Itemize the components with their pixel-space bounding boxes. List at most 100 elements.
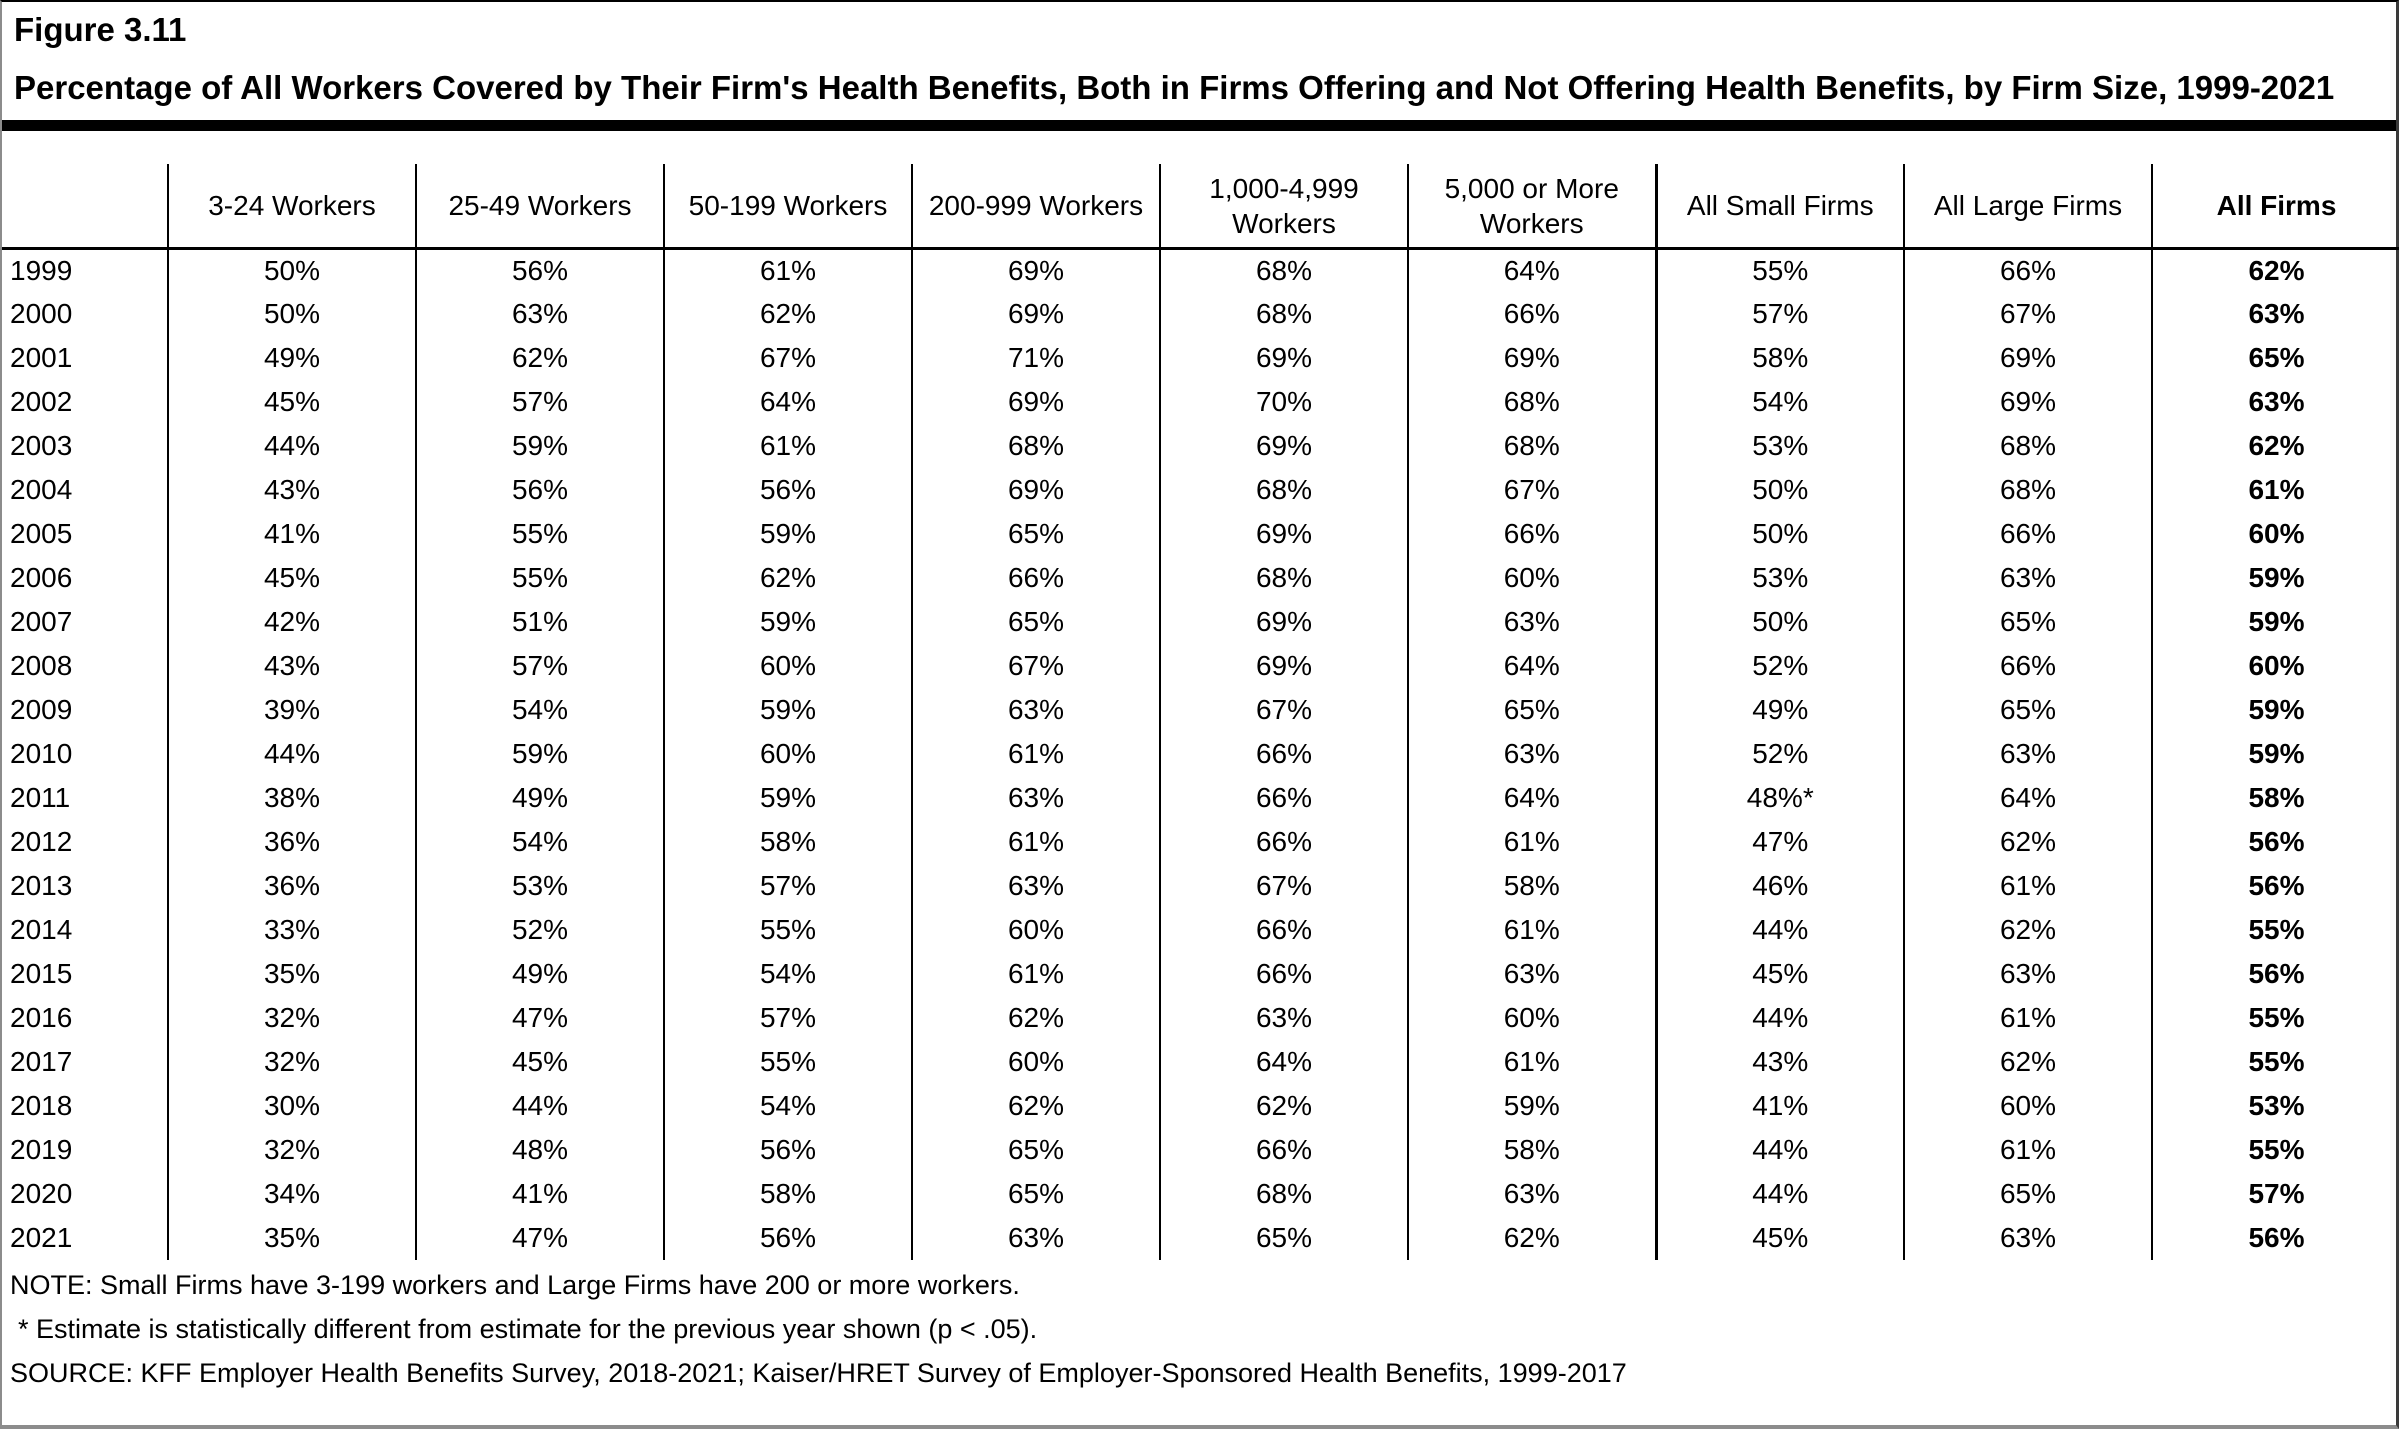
table-row: 2012 36% 54% 58% 61% 66% 61% 47% 62% 56%	[2, 820, 2399, 865]
year-cell: 2021	[10, 1222, 73, 1254]
value-cell: 68%	[1407, 380, 1656, 425]
value-cell: 53%	[415, 864, 664, 909]
value-cell: 54%	[415, 820, 664, 865]
value-cell: 65%	[911, 1172, 1160, 1217]
value-cell: 66%	[1903, 644, 2152, 689]
value-cell: 39%	[167, 688, 416, 733]
value-cell: 68%	[1903, 468, 2152, 513]
table-row: 2016 32% 47% 57% 62% 63% 60% 44% 61% 55%	[2, 996, 2399, 1041]
year-cell: 2012	[10, 826, 73, 858]
value-cell: 45%	[415, 1040, 664, 1085]
value-cell: 44%	[1654, 1172, 1904, 1217]
value-cell: 66%	[1159, 776, 1408, 821]
year-cell: 2020	[10, 1178, 73, 1210]
table-row: 2014 33% 52% 55% 60% 66% 61% 44% 62% 55%	[2, 908, 2399, 953]
year-cell: 2010	[10, 738, 73, 770]
year-cell: 2007	[10, 606, 73, 638]
value-cell: 55%	[663, 908, 912, 953]
table-row: 2000 50% 63% 62% 69% 68% 66% 57% 67% 63%	[2, 292, 2399, 337]
value-cell: 53%	[1654, 556, 1904, 601]
value-cell: 45%	[167, 380, 416, 425]
value-cell: 69%	[911, 468, 1160, 513]
value-cell: 61%	[1407, 820, 1656, 865]
value-cell: 63%	[911, 776, 1160, 821]
value-cell: 52%	[1654, 732, 1904, 777]
table-row: 2020 34% 41% 58% 65% 68% 63% 44% 65% 57%	[2, 1172, 2399, 1217]
value-cell: 59%	[2151, 600, 2399, 645]
value-cell: 62%	[1903, 908, 2152, 953]
value-cell: 62%	[1903, 1040, 2152, 1085]
value-cell: 49%	[167, 336, 416, 381]
value-cell: 51%	[415, 600, 664, 645]
column-header: 3-24 Workers	[167, 164, 416, 250]
value-cell: 69%	[1159, 512, 1408, 557]
value-cell: 62%	[2151, 424, 2399, 469]
value-cell: 63%	[2151, 292, 2399, 337]
value-cell: 49%	[415, 776, 664, 821]
value-cell: 62%	[663, 556, 912, 601]
note-small-large-definition: NOTE: Small Firms have 3-199 workers and…	[10, 1270, 1020, 1301]
value-cell: 69%	[1159, 600, 1408, 645]
value-cell: 68%	[1159, 248, 1408, 293]
value-cell: 44%	[1654, 996, 1904, 1041]
value-cell: 58%	[1654, 336, 1904, 381]
value-cell: 64%	[663, 380, 912, 425]
value-cell: 62%	[1159, 1084, 1408, 1129]
value-cell: 69%	[1159, 644, 1408, 689]
value-cell: 59%	[2151, 556, 2399, 601]
value-cell: 67%	[1407, 468, 1656, 513]
value-cell: 60%	[1903, 1084, 2152, 1129]
value-cell: 62%	[911, 1084, 1160, 1129]
value-cell: 71%	[911, 336, 1160, 381]
value-cell: 68%	[911, 424, 1160, 469]
value-cell: 61%	[663, 424, 912, 469]
value-cell: 68%	[1159, 556, 1408, 601]
figure-title: Percentage of All Workers Covered by The…	[14, 68, 2335, 106]
value-cell: 48%*	[1654, 776, 1904, 821]
value-cell: 55%	[2151, 996, 2399, 1041]
value-cell: 55%	[2151, 908, 2399, 953]
figure-label: Figure 3.11	[14, 11, 187, 48]
table-row: 2003 44% 59% 61% 68% 69% 68% 53% 68% 62%	[2, 424, 2399, 469]
column-header: 50-199 Workers	[663, 164, 912, 250]
year-cell: 2009	[10, 694, 73, 726]
value-cell: 55%	[663, 1040, 912, 1085]
value-cell: 66%	[1159, 732, 1408, 777]
value-cell: 56%	[2151, 1216, 2399, 1261]
value-cell: 61%	[1407, 908, 1656, 953]
column-header: 200-999 Workers	[911, 164, 1160, 250]
value-cell: 69%	[1159, 336, 1408, 381]
value-cell: 62%	[415, 336, 664, 381]
value-cell: 64%	[1407, 248, 1656, 293]
value-cell: 47%	[415, 996, 664, 1041]
table-row: 2015 35% 49% 54% 61% 66% 63% 45% 63% 56%	[2, 952, 2399, 997]
column-header: All Small Firms	[1654, 164, 1904, 250]
value-cell: 35%	[167, 952, 416, 997]
value-cell: 38%	[167, 776, 416, 821]
value-cell: 57%	[1654, 292, 1904, 337]
value-cell: 69%	[911, 248, 1160, 293]
value-cell: 63%	[1407, 952, 1656, 997]
value-cell: 50%	[1654, 600, 1904, 645]
value-cell: 44%	[167, 732, 416, 777]
value-cell: 62%	[2151, 248, 2399, 293]
table-row: 2019 32% 48% 56% 65% 66% 58% 44% 61% 55%	[2, 1128, 2399, 1173]
value-cell: 69%	[1159, 424, 1408, 469]
value-cell: 60%	[911, 1040, 1160, 1085]
value-cell: 45%	[1654, 952, 1904, 997]
value-cell: 61%	[911, 820, 1160, 865]
value-cell: 44%	[1654, 1128, 1904, 1173]
value-cell: 35%	[167, 1216, 416, 1261]
value-cell: 62%	[911, 996, 1160, 1041]
value-cell: 59%	[2151, 688, 2399, 733]
value-cell: 59%	[415, 424, 664, 469]
table-row: 2004 43% 56% 56% 69% 68% 67% 50% 68% 61%	[2, 468, 2399, 513]
title-block: Figure 3.11 Percentage of All Workers Co…	[2, 2, 2396, 112]
value-cell: 63%	[415, 292, 664, 337]
table-row: 2002 45% 57% 64% 69% 70% 68% 54% 69% 63%	[2, 380, 2399, 425]
value-cell: 50%	[1654, 512, 1904, 557]
value-cell: 63%	[1407, 732, 1656, 777]
value-cell: 65%	[1407, 688, 1656, 733]
value-cell: 55%	[2151, 1040, 2399, 1085]
